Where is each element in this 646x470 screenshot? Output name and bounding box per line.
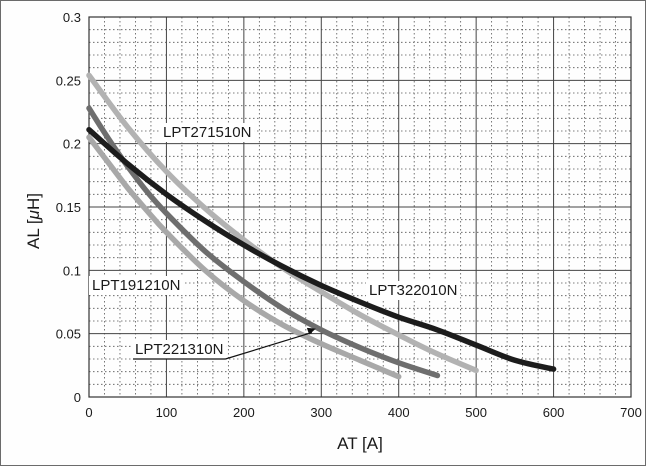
y-tick-label: 0.1 (63, 263, 81, 278)
series-label-background (160, 123, 255, 142)
y-axis-label-prefix: AL [ (24, 219, 43, 249)
series-label-group-lpt322010n: LPT322010N (366, 281, 461, 300)
y-tick-label: 0.25 (56, 73, 81, 88)
series-label-background (132, 340, 227, 359)
x-tick-label: 500 (465, 405, 487, 420)
x-tick-label: 100 (156, 405, 178, 420)
y-tick-label: 0.3 (63, 10, 81, 25)
y-tick-label: 0.15 (56, 200, 81, 215)
y-tick-label: 0.05 (56, 327, 81, 342)
series-line-lpt322010n (86, 126, 557, 372)
leader-line (225, 332, 313, 360)
series-label-group-lpt271510n: LPT271510N (160, 123, 255, 142)
series-lines (86, 72, 557, 380)
tick-labels: 0 100 200 300 400 500 600 700 0 0.05 0.1 0.15 0.2 0.2… (56, 10, 642, 420)
series-label-lpt191210n: LPT191210N (92, 277, 180, 294)
x-tick-label: 400 (388, 405, 410, 420)
leader-arrowhead (306, 327, 316, 335)
x-tick-label: 600 (543, 405, 565, 420)
series-label-lpt221310n: LPT221310N (135, 341, 223, 358)
x-tick-label: 700 (620, 405, 642, 420)
y-tick-label: 0 (74, 390, 81, 405)
y-axis-label-mu: μ (24, 209, 43, 220)
series-label-lpt271510n: LPT271510N (163, 124, 251, 141)
series-labels: LPT191210N LPT221310N LPT271510N LPT322010N (89, 123, 461, 360)
x-axis-label: AT [A] (337, 434, 383, 453)
x-tick-label: 300 (310, 405, 332, 420)
series-label-group-lpt191210n: LPT191210N (89, 276, 184, 295)
x-tick-label: 0 (85, 405, 92, 420)
series-line-lpt191210n (86, 134, 402, 380)
series-line-lpt221310n (86, 105, 441, 379)
y-axis-label: AL [μH] (24, 193, 43, 249)
x-tick-label: 200 (233, 405, 255, 420)
series-label-background (89, 276, 184, 295)
series-label-background (366, 281, 461, 300)
series-label-lpt322010n: LPT322010N (369, 282, 457, 299)
plot-area-frame (88, 16, 632, 398)
series-label-group-lpt221310n: LPT221310N (132, 340, 227, 359)
y-axis-label-suffix: H] (24, 193, 43, 210)
y-tick-label: 0.2 (63, 137, 81, 152)
